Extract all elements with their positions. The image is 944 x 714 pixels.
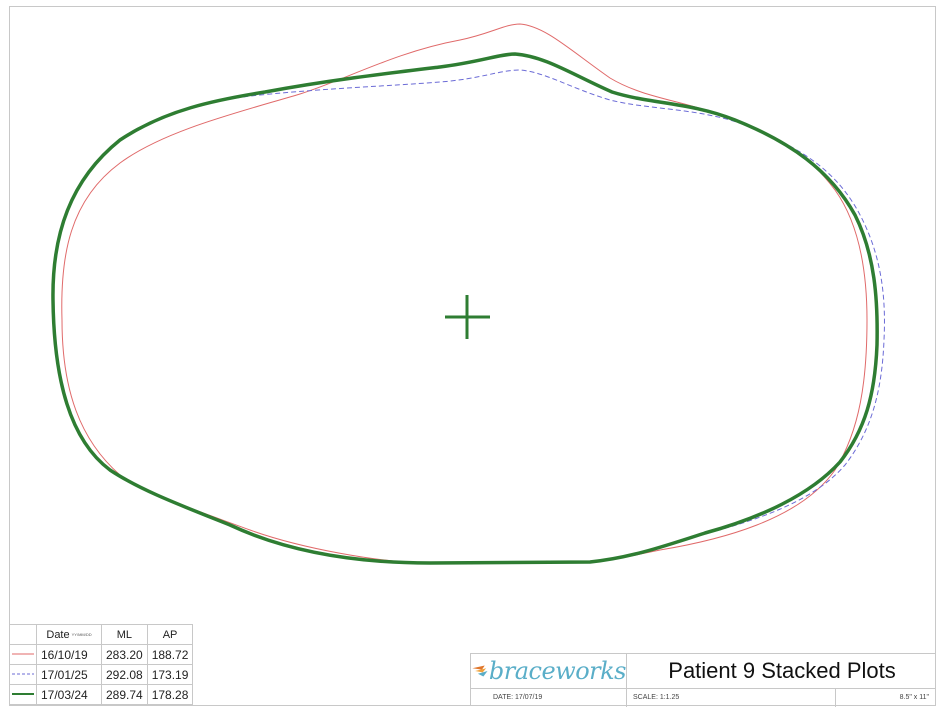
legend-date: 16/10/19 — [36, 644, 102, 665]
legend-date-unit: YY/MM/DD — [71, 632, 92, 638]
legend-header-ap: AP — [146, 624, 194, 645]
title-block-info-row: DATE: 17/07/19 SCALE: 1:1.25 8.5" x 11" — [471, 688, 935, 707]
legend-date-label: Date — [46, 628, 70, 641]
legend-row: 17/03/24 289.74 178.28 — [9, 684, 194, 705]
drawing-scale: SCALE: 1:1.25 — [626, 689, 835, 707]
legend-ap: 188.72 — [146, 644, 194, 665]
braceworks-logo: braceworks — [471, 654, 627, 688]
logo-text: braceworks — [488, 657, 627, 685]
legend-ml: 289.74 — [101, 684, 148, 705]
legend-swatch — [9, 664, 37, 685]
legend-ml: 283.20 — [101, 644, 148, 665]
legend-date: 17/03/24 — [36, 684, 102, 705]
legend-row: 16/10/19 283.20 188.72 — [9, 644, 194, 665]
title-block: braceworks Patient 9 Stacked Plots DATE:… — [470, 653, 937, 707]
logo-mark-icon — [472, 665, 488, 677]
legend-ap: 178.28 — [146, 684, 194, 705]
center-crosshair-icon — [445, 295, 490, 339]
legend-ml: 292.08 — [101, 664, 148, 685]
legend-swatch — [9, 684, 37, 705]
outline-17-03-24 — [51, 52, 879, 565]
legend-swatch — [9, 644, 37, 665]
drawing-title: Patient 9 Stacked Plots — [626, 654, 937, 688]
legend-header-ml: ML — [101, 624, 148, 645]
legend-row: 17/01/25 292.08 173.19 — [9, 664, 194, 685]
paper-size: 8.5" x 11" — [835, 689, 937, 707]
outline-16-10-19 — [61, 23, 868, 564]
outline-17-01-25 — [52, 69, 885, 564]
legend-header-row: Date YY/MM/DD ML AP — [9, 624, 194, 645]
legend-ap: 173.19 — [146, 664, 194, 685]
legend-header-date: Date YY/MM/DD — [36, 624, 102, 645]
legend-table: Date YY/MM/DD ML AP 16/10/19 283.20 188.7… — [9, 624, 194, 705]
legend-date: 17/01/25 — [36, 664, 102, 685]
drawing-date: DATE: 17/07/19 — [493, 694, 543, 701]
legend-header-swatch — [9, 624, 37, 645]
